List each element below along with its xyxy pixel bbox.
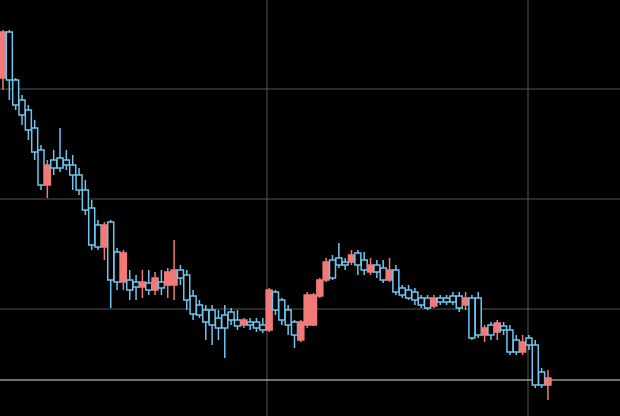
candle-body — [144, 282, 153, 291]
candle-body — [303, 294, 311, 326]
candle-body — [290, 321, 299, 336]
candle-body — [436, 297, 444, 303]
candle-body — [506, 329, 514, 353]
candle-body — [30, 127, 39, 153]
candle-body — [81, 189, 90, 211]
candle-body — [518, 341, 527, 353]
candle-body — [278, 299, 286, 321]
candle-body — [379, 267, 387, 281]
candle-body — [468, 297, 476, 339]
candle-body — [341, 261, 349, 266]
candle-body — [68, 164, 77, 176]
candle-body — [512, 339, 521, 353]
candle-body — [176, 269, 185, 279]
candle-body — [531, 344, 540, 386]
candle-body — [398, 287, 406, 296]
candle-body — [227, 311, 235, 321]
candle-body — [487, 324, 495, 336]
candle-body — [119, 252, 128, 283]
candle-body — [537, 371, 546, 386]
candle-body — [113, 251, 121, 283]
candle-body — [183, 274, 191, 301]
candle-body — [37, 149, 45, 186]
candle-body — [347, 254, 356, 263]
candle-body — [18, 99, 26, 116]
candle-body — [474, 297, 482, 336]
candle-body — [157, 281, 166, 289]
candle-body — [5, 31, 14, 81]
candle-body — [132, 281, 140, 288]
candle-body — [499, 325, 508, 331]
candle-body — [423, 297, 432, 309]
candle-body — [62, 159, 71, 166]
candle-body — [271, 291, 280, 311]
candle-body — [328, 259, 337, 279]
candle-body — [309, 294, 318, 326]
candle-body — [195, 304, 204, 316]
candle-body — [94, 224, 102, 248]
candle-body — [100, 224, 109, 248]
candle-body — [430, 297, 438, 307]
candle-body — [404, 289, 413, 299]
candle-body — [221, 314, 229, 329]
candle-body — [49, 159, 58, 169]
candle-body — [189, 295, 197, 315]
candle-body — [373, 264, 381, 273]
candle-body — [493, 322, 502, 333]
candle-body — [480, 327, 489, 336]
candle-body — [252, 321, 261, 329]
candle-body — [87, 207, 96, 246]
candle-body — [0, 31, 7, 79]
candle-body — [208, 309, 216, 326]
candle-body — [417, 297, 425, 306]
candle-body — [56, 157, 64, 169]
candle-body — [411, 291, 419, 301]
candle-body — [385, 269, 394, 281]
candle-body — [322, 261, 330, 281]
candle-body — [455, 295, 463, 309]
candle-body — [354, 252, 362, 266]
candle-body — [75, 174, 83, 191]
candle-body — [246, 321, 254, 326]
candle-body — [259, 324, 267, 331]
candle-body — [544, 377, 552, 386]
candle-body — [284, 309, 292, 326]
candle-body — [233, 319, 242, 327]
candle-body — [335, 257, 343, 266]
candle-body — [297, 321, 305, 341]
candle-body — [170, 269, 178, 286]
candle-body — [164, 271, 172, 286]
candle-body — [125, 279, 134, 291]
candle-body — [392, 269, 400, 293]
candle-body — [442, 297, 451, 303]
candle-body — [366, 264, 375, 273]
candle-body — [461, 297, 470, 306]
candle-body — [214, 317, 223, 329]
candle-body — [11, 79, 20, 106]
candle-body — [24, 109, 33, 131]
candle-body — [449, 295, 457, 303]
candle-body — [265, 289, 273, 331]
candle-body — [43, 164, 52, 186]
candle-body — [525, 337, 533, 346]
candle-body — [151, 277, 159, 291]
candle-body — [240, 319, 248, 326]
candle-body — [106, 221, 115, 281]
candle-body — [202, 309, 210, 323]
candle-body — [360, 259, 368, 271]
candle-body — [316, 279, 324, 297]
candle-body — [138, 281, 147, 288]
